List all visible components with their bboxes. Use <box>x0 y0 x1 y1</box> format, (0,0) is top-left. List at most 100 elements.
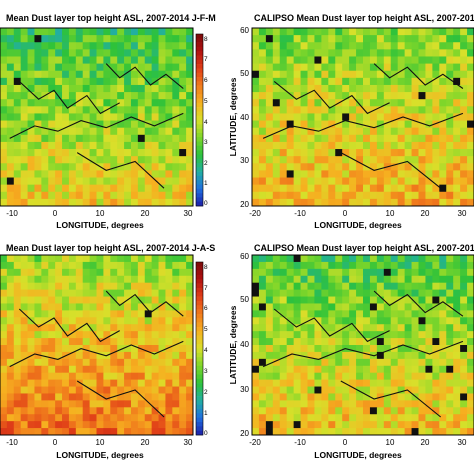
heatmap-cell <box>179 99 187 107</box>
heatmap-cell <box>117 177 125 186</box>
heatmap-cell <box>41 296 49 304</box>
heatmap-cell <box>272 324 281 332</box>
heatmap-cell <box>68 372 77 381</box>
heatmap-cell <box>110 198 118 207</box>
heatmap-cell <box>179 317 187 325</box>
heatmap-cell <box>467 191 474 200</box>
heatmap-cell <box>20 99 28 107</box>
heatmap-cell <box>467 120 474 129</box>
heatmap-cell <box>425 127 433 136</box>
heatmap-cell <box>151 324 159 332</box>
heatmap-cell <box>279 400 288 408</box>
heatmap-cell <box>300 170 308 178</box>
heatmap-cell <box>286 289 295 297</box>
heatmap-cell <box>103 127 111 136</box>
heatmap-cell <box>68 77 77 86</box>
colorbar-segment <box>196 331 203 336</box>
heatmap-cell <box>356 393 364 401</box>
heatmap-cell <box>89 296 97 304</box>
heatmap-cell <box>390 127 399 136</box>
heatmap-cell <box>418 56 426 64</box>
heatmap-cell <box>75 261 84 270</box>
heatmap-cell <box>411 331 419 339</box>
heatmap-cell <box>321 421 329 429</box>
heatmap-cell <box>376 317 385 325</box>
heatmap-cell <box>293 149 301 157</box>
heatmap-cell <box>321 77 329 86</box>
heatmap-cell <box>124 407 132 415</box>
heatmap-cell <box>165 351 173 360</box>
heatmap-cell <box>13 338 22 346</box>
heatmap-cell <box>62 92 70 100</box>
heatmap-cell <box>165 289 173 297</box>
heatmap-cell <box>335 365 343 374</box>
heatmap-cell <box>89 310 97 318</box>
heatmap-cell <box>124 191 132 200</box>
heatmap-cell <box>96 289 104 297</box>
heatmap-cell <box>41 113 49 121</box>
heatmap-cell <box>453 99 461 107</box>
heatmap-cell <box>124 345 132 353</box>
heatmap-cell <box>446 282 454 291</box>
heatmap-cell <box>439 63 447 72</box>
heatmap-cell <box>397 63 406 72</box>
heatmap-cell <box>279 407 288 415</box>
heatmap-cell <box>425 77 433 86</box>
heatmap-cell <box>279 184 288 193</box>
heatmap-cell <box>27 414 35 422</box>
heatmap-cell <box>425 393 433 401</box>
heatmap-cell <box>158 198 166 207</box>
heatmap-cell <box>252 35 260 43</box>
heatmap-cell <box>48 379 56 387</box>
heatmap-cell <box>172 345 180 353</box>
heatmap-cell <box>383 120 392 129</box>
heatmap-cell <box>110 310 118 318</box>
heatmap-cell <box>13 191 22 200</box>
heatmap-cell <box>186 400 194 408</box>
heatmap-cell <box>96 331 104 339</box>
heatmap-cell <box>252 106 260 114</box>
heatmap-cell <box>75 428 84 436</box>
heatmap-cell <box>144 63 153 72</box>
heatmap-cell <box>124 42 132 50</box>
heatmap-cell <box>75 331 84 339</box>
heatmap-cell <box>376 28 385 36</box>
heatmap-cell <box>62 261 70 270</box>
heatmap-cell <box>6 372 15 381</box>
heatmap-cell <box>328 177 336 186</box>
heatmap-cell <box>342 358 350 367</box>
heatmap-cell <box>363 99 371 107</box>
heatmap-cell <box>252 303 260 311</box>
heatmap-cell <box>75 99 84 107</box>
heatmap-cell <box>356 113 364 121</box>
heatmap-cell <box>369 70 378 79</box>
heatmap-cell <box>328 49 336 57</box>
heatmap-cell <box>130 338 139 346</box>
heatmap-cell <box>363 156 371 164</box>
heatmap-cell <box>130 191 139 200</box>
heatmap-cell <box>446 255 454 263</box>
heatmap-cell <box>342 84 350 93</box>
heatmap-cell <box>75 134 84 143</box>
heatmap-cell <box>460 56 468 64</box>
heatmap-cell <box>20 407 28 415</box>
heatmap-cell <box>342 365 350 374</box>
heatmap-cell <box>179 386 187 394</box>
heatmap-cell <box>356 141 364 150</box>
heatmap-cell <box>82 407 90 415</box>
heatmap-cell <box>321 184 329 193</box>
heatmap-cell <box>432 303 440 311</box>
heatmap-cell <box>293 400 301 408</box>
heatmap-cell <box>75 198 84 207</box>
colorbar-segment <box>196 318 203 323</box>
heatmap-cell <box>460 358 468 367</box>
heatmap-cell <box>258 428 267 436</box>
heatmap-cell <box>124 84 132 93</box>
heatmap-cell <box>467 134 474 143</box>
heatmap-cell <box>272 255 281 263</box>
heatmap-cell <box>335 268 343 277</box>
heatmap-cell <box>117 310 125 318</box>
heatmap-cell <box>397 127 406 136</box>
heatmap-cell <box>34 70 42 79</box>
heatmap-cell <box>124 331 132 339</box>
